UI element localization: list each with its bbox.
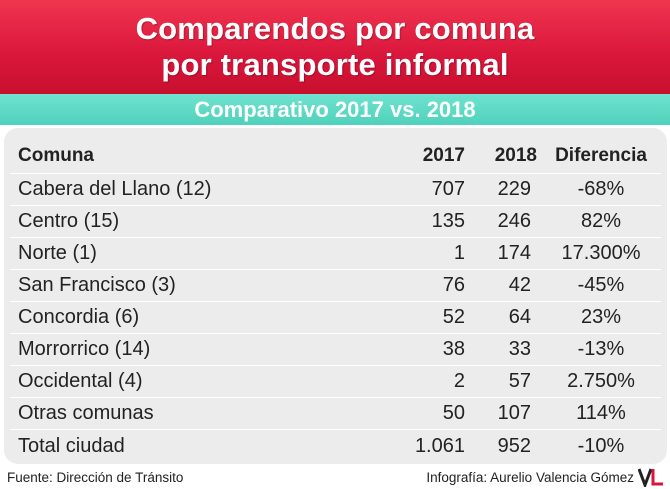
cell-2018: 57 bbox=[508, 370, 531, 392]
table-row: Occidental (4) 2 57 2.750% bbox=[10, 366, 661, 398]
header-comuna: Comuna bbox=[18, 144, 94, 166]
cell-comuna: Otras comunas bbox=[18, 402, 154, 424]
cell-2017: 38 bbox=[442, 338, 465, 360]
table-row: Concordia (6) 52 64 23% bbox=[10, 302, 661, 334]
cell-2017: 1 bbox=[453, 242, 465, 264]
cell-2017: 52 bbox=[442, 306, 465, 328]
table-row: Cabera del Llano (12) 707 229 -68% bbox=[10, 174, 661, 206]
cell-diferencia: -68% bbox=[577, 178, 625, 200]
cell-comuna: Centro (15) bbox=[18, 210, 120, 232]
table-row: Centro (15) 135 246 82% bbox=[10, 206, 661, 238]
table-row: San Francisco (3) 76 42 -45% bbox=[10, 270, 661, 302]
table-header-row: Comuna 2017 2018 Diferencia bbox=[10, 138, 661, 174]
credit-note: Infografía: Aurelio Valencia Gómez bbox=[426, 470, 634, 485]
cell-2018: 174 bbox=[497, 242, 531, 264]
cell-2017: 50 bbox=[442, 402, 465, 424]
table-row: Otras comunas 50 107 114% bbox=[10, 398, 661, 430]
cell-2017: 2 bbox=[453, 370, 465, 392]
subtitle-banner: Comparativo 2017 vs. 2018 bbox=[0, 94, 670, 125]
cell-comuna: Norte (1) bbox=[18, 242, 97, 264]
vl-logo-icon bbox=[638, 468, 663, 487]
cell-2017: 76 bbox=[442, 274, 465, 296]
header-2017: 2017 bbox=[422, 144, 465, 166]
cell-comuna: Occidental (4) bbox=[18, 370, 143, 392]
cell-2018: 33 bbox=[508, 338, 531, 360]
chart-title-line-1: Comparendos por comuna bbox=[135, 11, 535, 46]
cell-2017: 135 bbox=[431, 210, 465, 232]
cell-2017: 707 bbox=[431, 178, 465, 200]
table-row: Morrorrico (14) 38 33 -13% bbox=[10, 334, 661, 366]
cell-comuna: Cabera del Llano (12) bbox=[18, 178, 212, 200]
title-banner: Comparendos por comuna por transporte in… bbox=[0, 0, 670, 94]
cell-diferencia: 23% bbox=[580, 306, 622, 328]
cell-2018: 42 bbox=[508, 274, 531, 296]
cell-diferencia: 114% bbox=[576, 402, 626, 424]
cell-comuna: Total ciudad bbox=[18, 434, 125, 457]
cell-diferencia: -13% bbox=[577, 338, 625, 360]
chart-title-line-2: por transporte informal bbox=[161, 47, 509, 82]
cell-diferencia: 17.300% bbox=[561, 242, 641, 264]
cell-2018: 64 bbox=[508, 306, 531, 328]
cell-comuna: Morrorrico (14) bbox=[18, 338, 151, 360]
data-table: Comuna 2017 2018 Diferencia Cabera del L… bbox=[10, 138, 661, 462]
cell-2018: 107 bbox=[497, 402, 531, 424]
cell-diferencia: -45% bbox=[577, 274, 625, 296]
cell-2018: 229 bbox=[497, 178, 531, 200]
table-row: Norte (1) 1 174 17.300% bbox=[10, 238, 661, 270]
cell-2018: 952 bbox=[497, 434, 531, 457]
header-2018: 2018 bbox=[494, 144, 537, 166]
data-table-panel: Comuna 2017 2018 Diferencia Cabera del L… bbox=[4, 128, 667, 464]
chart-subtitle: Comparativo 2017 vs. 2018 bbox=[194, 96, 476, 122]
cell-comuna: San Francisco (3) bbox=[18, 274, 176, 296]
cell-diferencia: 82% bbox=[580, 210, 622, 232]
table-row: Total ciudad 1.061 952 -10% bbox=[10, 430, 661, 462]
header-diferencia: Diferencia bbox=[555, 144, 647, 166]
cell-diferencia: 2.750% bbox=[567, 370, 635, 392]
cell-2018: 246 bbox=[497, 210, 531, 232]
cell-diferencia: -10% bbox=[577, 434, 625, 457]
source-note: Fuente: Dirección de Tránsito bbox=[7, 470, 184, 485]
footer: Fuente: Dirección de Tránsito Infografía… bbox=[0, 466, 670, 489]
cell-2017: 1.061 bbox=[414, 434, 465, 457]
cell-comuna: Concordia (6) bbox=[18, 306, 140, 328]
